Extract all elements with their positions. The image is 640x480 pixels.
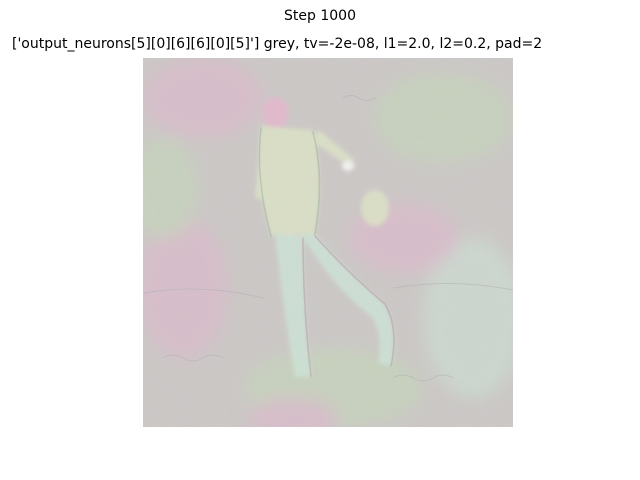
axes-title: ['output_neurons[5][0][6][6][0][5]'] gre…: [12, 36, 543, 52]
visualization-image-canvas: [143, 58, 513, 427]
figure-suptitle: Step 1000: [284, 8, 356, 24]
visualization-image: [143, 58, 513, 427]
